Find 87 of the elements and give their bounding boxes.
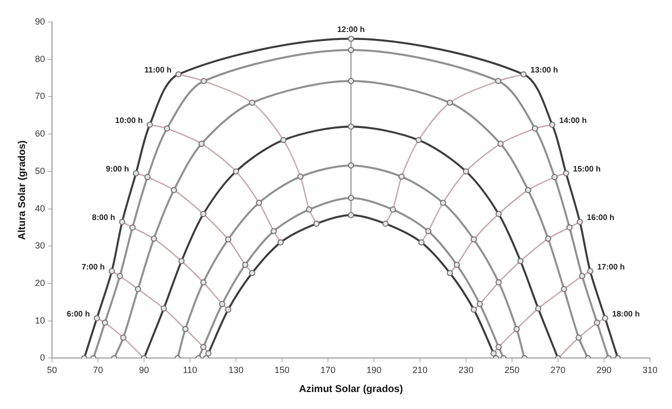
x-tick-label: 50 xyxy=(47,365,58,376)
point xyxy=(164,125,170,132)
point xyxy=(495,78,502,84)
point xyxy=(579,272,586,280)
point xyxy=(200,78,207,84)
point xyxy=(525,187,532,194)
point xyxy=(242,262,248,268)
point xyxy=(297,174,304,180)
point xyxy=(470,236,477,243)
point xyxy=(551,174,558,180)
x-tick-label: 130 xyxy=(228,365,244,376)
y-tick-label: 0 xyxy=(40,352,46,363)
point xyxy=(348,162,354,169)
x-tick-label: 70 xyxy=(93,365,104,376)
point xyxy=(144,174,151,180)
x-tick-label: 270 xyxy=(550,365,566,376)
point xyxy=(200,279,206,286)
point xyxy=(532,125,538,132)
point xyxy=(219,300,226,308)
x-tick-label: 170 xyxy=(320,365,336,376)
point xyxy=(398,174,405,180)
series-label: 13:00 h xyxy=(530,66,558,74)
point xyxy=(116,272,123,280)
point xyxy=(496,279,502,286)
y-tick-label: 90 xyxy=(34,16,46,26)
series-label: 16:00 h xyxy=(586,213,615,222)
point xyxy=(306,206,312,213)
y-axis-title: Altura Solar (grados) xyxy=(16,140,28,240)
y-tick-label: 70 xyxy=(34,91,46,102)
series-label: 18:00 h xyxy=(612,309,640,318)
point xyxy=(446,100,454,106)
point xyxy=(256,200,262,206)
x-tick-label: 90 xyxy=(139,365,150,376)
y-tick-label: 20 xyxy=(34,278,46,288)
point xyxy=(566,224,573,231)
point xyxy=(514,326,520,332)
y-tick-label: 30 xyxy=(34,240,46,251)
point xyxy=(270,228,277,234)
point xyxy=(576,334,582,341)
series-label: 6:00 h xyxy=(66,309,90,318)
series-label: 9:00 h xyxy=(106,164,130,174)
x-tick-label: 110 xyxy=(182,365,198,376)
point xyxy=(497,140,504,147)
series-label: 14:00 h xyxy=(559,116,587,125)
point xyxy=(170,187,178,194)
point xyxy=(560,286,568,292)
point xyxy=(476,300,483,308)
point xyxy=(348,194,354,202)
x-tick-label: 230 xyxy=(458,365,474,376)
y-tick-label: 40 xyxy=(34,203,46,214)
point xyxy=(198,140,205,147)
series-label: 12:00 h xyxy=(337,25,365,34)
series-label: 10:00 h xyxy=(115,116,143,125)
point xyxy=(102,320,108,326)
series-label: 17:00 h xyxy=(597,262,625,272)
point xyxy=(249,100,256,106)
y-tick-label: 10 xyxy=(34,315,46,326)
point xyxy=(134,286,142,292)
x-tick-label: 150 xyxy=(274,365,290,376)
y-tick-label: 80 xyxy=(34,54,46,64)
point xyxy=(348,46,354,54)
x-tick-label: 210 xyxy=(412,365,428,376)
series-label: 15:00 h xyxy=(573,164,601,174)
point xyxy=(545,236,552,242)
point xyxy=(200,344,206,350)
x-axis-title: Azimut Solar (grados) xyxy=(299,384,403,395)
point xyxy=(225,236,232,243)
point xyxy=(496,344,502,350)
point xyxy=(150,236,157,242)
series-label: 8:00 h xyxy=(92,213,116,222)
point xyxy=(440,200,446,206)
point xyxy=(425,228,432,234)
point xyxy=(182,326,189,332)
x-tick-label: 190 xyxy=(366,365,382,376)
point xyxy=(348,78,354,84)
point xyxy=(454,262,460,268)
point xyxy=(129,224,136,231)
point xyxy=(390,206,396,213)
x-tick-label: 250 xyxy=(504,365,520,376)
series-label: 7:00 h xyxy=(82,262,105,272)
series-label: 11:00 h xyxy=(144,66,172,74)
y-tick-label: 60 xyxy=(34,128,46,139)
y-tick-label: 50 xyxy=(34,166,46,176)
x-tick-label: 310 xyxy=(642,365,658,376)
x-tick-label: 290 xyxy=(596,365,612,376)
point xyxy=(594,320,600,326)
point xyxy=(120,334,126,341)
